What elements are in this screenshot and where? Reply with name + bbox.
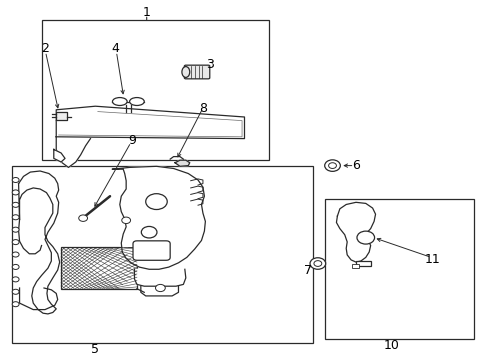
Circle shape — [12, 202, 19, 207]
Circle shape — [12, 252, 19, 257]
Circle shape — [12, 177, 19, 183]
Circle shape — [309, 258, 325, 269]
Circle shape — [141, 226, 157, 238]
Circle shape — [122, 217, 130, 224]
Text: 7: 7 — [304, 264, 311, 277]
Circle shape — [328, 163, 336, 168]
Polygon shape — [56, 112, 67, 120]
Text: 3: 3 — [206, 58, 214, 71]
Text: 6: 6 — [351, 159, 359, 172]
Circle shape — [313, 261, 321, 266]
Bar — [12, 166, 312, 343]
Bar — [41, 20, 268, 160]
Polygon shape — [20, 288, 58, 310]
Circle shape — [12, 289, 19, 294]
Text: 8: 8 — [199, 102, 206, 114]
FancyBboxPatch shape — [184, 65, 209, 79]
Circle shape — [145, 194, 167, 210]
Polygon shape — [175, 160, 189, 166]
FancyBboxPatch shape — [133, 241, 170, 260]
Circle shape — [12, 302, 19, 307]
Text: 2: 2 — [41, 42, 49, 55]
Bar — [355, 261, 370, 266]
Bar — [61, 247, 137, 289]
Text: 1: 1 — [142, 6, 150, 19]
Bar — [325, 199, 473, 339]
Text: 5: 5 — [91, 343, 99, 356]
Polygon shape — [19, 220, 41, 254]
Polygon shape — [56, 106, 244, 139]
Circle shape — [12, 240, 19, 245]
Polygon shape — [134, 269, 185, 286]
Text: 9: 9 — [128, 134, 136, 147]
Polygon shape — [141, 286, 178, 296]
Ellipse shape — [129, 98, 144, 105]
Circle shape — [12, 264, 19, 269]
Circle shape — [12, 190, 19, 195]
Polygon shape — [54, 149, 65, 162]
Circle shape — [12, 215, 19, 220]
Circle shape — [12, 277, 19, 282]
Polygon shape — [56, 137, 90, 167]
Ellipse shape — [112, 98, 127, 105]
Text: 10: 10 — [383, 339, 398, 352]
Circle shape — [324, 160, 340, 171]
Polygon shape — [112, 166, 205, 269]
Circle shape — [356, 231, 374, 244]
Ellipse shape — [182, 67, 189, 77]
Circle shape — [155, 284, 165, 292]
Text: 11: 11 — [424, 253, 440, 266]
Bar — [351, 264, 359, 268]
Polygon shape — [19, 171, 60, 314]
Text: 4: 4 — [111, 42, 119, 55]
Circle shape — [12, 227, 19, 232]
Circle shape — [79, 215, 87, 221]
Polygon shape — [336, 202, 375, 262]
